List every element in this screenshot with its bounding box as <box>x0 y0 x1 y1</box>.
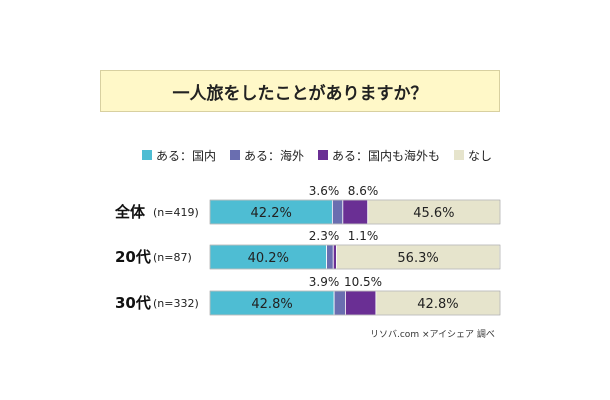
legend-label-domestic: ある：国内 <box>156 148 217 163</box>
legend-swatch-none <box>454 150 465 160</box>
data-label: 3.9% <box>309 275 340 289</box>
category-label: 30代 <box>115 294 151 312</box>
data-label: 8.6% <box>348 184 379 198</box>
bar-segment <box>342 199 369 225</box>
sample-size-label: (n=87) <box>153 251 192 264</box>
data-label: 2.3% <box>309 229 340 243</box>
legend-swatch-overseas <box>230 150 241 160</box>
legend-label-both: ある：国内も海外も <box>332 148 441 163</box>
bar-segment <box>336 244 501 270</box>
bar-segment <box>209 244 327 270</box>
bar-outline <box>209 290 501 316</box>
bar-segment <box>326 244 334 270</box>
bar-outline <box>209 199 501 225</box>
data-label: 42.2% <box>251 206 292 221</box>
bar-segment <box>332 244 337 270</box>
data-label: 42.8% <box>417 297 458 312</box>
bar-segment <box>375 290 501 316</box>
legend-item-none: なし <box>454 147 492 164</box>
data-label: 1.1% <box>348 229 379 243</box>
sample-size-label: (n=332) <box>153 297 199 310</box>
data-label: 3.6% <box>309 184 340 198</box>
legend-item-domestic: ある：国内 <box>142 147 216 164</box>
bar-segment <box>331 199 344 225</box>
category-label: 全体 <box>114 203 146 221</box>
category-label: 20代 <box>115 248 151 266</box>
legend-swatch-domestic <box>142 150 152 160</box>
legend-item-overseas: ある：海外 <box>230 147 304 164</box>
data-label: 42.8% <box>251 297 292 312</box>
legend: ある：国内 ある：海外 ある：国内も海外も なし <box>142 147 506 164</box>
legend-swatch-both <box>318 150 329 160</box>
data-label: 40.2% <box>248 251 289 266</box>
data-label: 10.5% <box>344 275 382 289</box>
bar-segment <box>333 290 346 316</box>
chart-title: 一人旅をしたことがありますか？ <box>100 70 500 112</box>
legend-label-none: なし <box>468 148 493 163</box>
bar-segment <box>345 290 377 316</box>
legend-label-overseas: ある：海外 <box>244 148 305 163</box>
sample-size-label: (n=419) <box>153 206 199 219</box>
bar-outline <box>209 244 501 270</box>
data-label: 56.3% <box>397 251 438 266</box>
legend-item-both: ある：国内も海外も <box>318 147 440 164</box>
source-note: リソバ.com ×アイシェア 調べ <box>370 330 495 340</box>
data-label: 45.6% <box>413 206 454 221</box>
